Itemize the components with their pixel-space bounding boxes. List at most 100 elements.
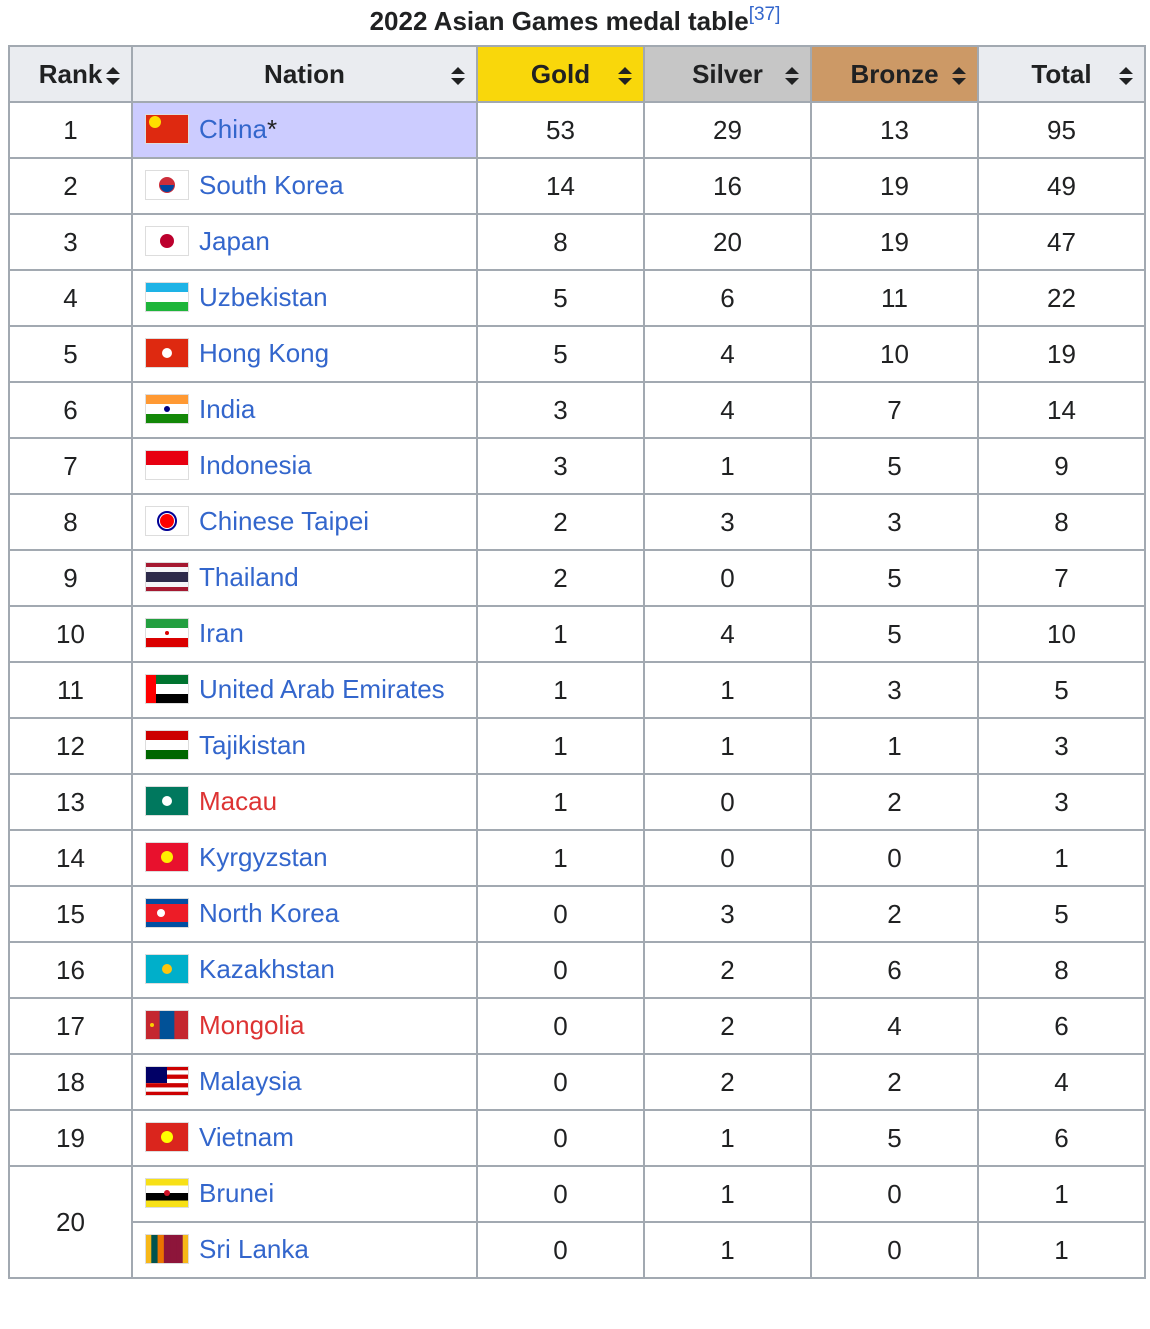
nation-link[interactable]: Tajikistan [199,729,306,760]
silver-cell: 3 [643,885,812,943]
total-cell: 3 [977,773,1146,831]
silver-cell: 1 [643,717,812,775]
header-label: Gold [530,58,591,89]
total-cell: 47 [977,213,1146,271]
column-header[interactable]: Rank [8,45,133,103]
total-cell: 22 [977,269,1146,327]
bronze-cell: 5 [810,1109,979,1167]
nation-cell: Kazakhstan [131,941,478,999]
nation-cell: Thailand [131,549,478,607]
table-row: 2 South Korea 14 16 19 49 [8,157,1146,215]
gold-cell: 0 [476,1165,645,1223]
nation-cell: Sri Lanka [131,1221,478,1279]
nation-link[interactable]: Indonesia [199,449,312,480]
flag-icon [145,450,189,481]
flag-icon [145,506,189,537]
silver-cell: 1 [643,437,812,495]
column-header[interactable]: Silver [643,45,812,103]
nation-link[interactable]: Mongolia [199,1009,305,1040]
gold-cell: 1 [476,605,645,663]
sort-icon[interactable] [784,66,800,86]
nation-link[interactable]: Sri Lanka [199,1233,309,1264]
nation-link[interactable]: Japan [199,225,270,256]
nation-cell: China* [131,101,478,159]
nation-cell: Iran [131,605,478,663]
total-cell: 6 [977,1109,1146,1167]
nation-link[interactable]: Macau [199,785,278,816]
nation-link[interactable]: Iran [199,617,244,648]
nation-link[interactable]: Chinese Taipei [199,505,370,536]
total-cell: 3 [977,717,1146,775]
bronze-cell: 0 [810,1165,979,1223]
table-row: 20 Brunei 0 1 0 1 [8,1165,1146,1279]
citation[interactable]: [37] [748,4,781,25]
header-label: Bronze [850,58,939,89]
table-row: 16 Kazakhstan 0 2 6 8 [8,941,1146,999]
sort-icon[interactable] [1118,66,1134,86]
table-row: 5 Hong Kong 5 4 10 19 [8,325,1146,383]
rank-cell: 6 [8,381,133,439]
rank-cell: 18 [8,1053,133,1111]
header-row: Rank Nation Gold Silver Bronze Total [8,45,1146,103]
rank-cell: 8 [8,493,133,551]
nation-link[interactable]: United Arab Emirates [199,673,445,704]
nation-link[interactable]: Vietnam [199,1121,294,1152]
gold-cell: 2 [476,493,645,551]
nation-link[interactable]: Malaysia [199,1065,302,1096]
sort-icon[interactable] [450,66,466,86]
table-row: 7 Indonesia 3 1 5 9 [8,437,1146,495]
nation-link[interactable]: India [199,393,256,424]
nation-link[interactable]: Thailand [199,561,299,592]
header-label: Total [1031,58,1092,89]
nation-link[interactable]: South Korea [199,169,344,200]
nation-link[interactable]: Kyrgyzstan [199,841,328,872]
rank-cell: 5 [8,325,133,383]
nation-cell: Indonesia [131,437,478,495]
column-header[interactable]: Nation [131,45,478,103]
column-header[interactable]: Bronze [810,45,979,103]
bronze-cell: 5 [810,549,979,607]
rank-cell: 1 [8,101,133,159]
total-cell: 5 [977,661,1146,719]
sort-icon[interactable] [617,66,633,86]
rank-cell: 12 [8,717,133,775]
nation-link[interactable]: Brunei [199,1177,275,1208]
title-text: 2022 Asian Games medal table [369,6,749,36]
nation-cell: Vietnam [131,1109,478,1167]
flag-icon [145,618,189,649]
nation-link[interactable]: China [199,113,267,144]
column-header[interactable]: Gold [476,45,645,103]
silver-cell: 0 [643,773,812,831]
nation-cell: North Korea [131,885,478,943]
nation-cell: United Arab Emirates [131,661,478,719]
nation-link[interactable]: North Korea [199,897,340,928]
rank-cell: 19 [8,1109,133,1167]
table-row: 1 China* 53 29 13 95 [8,101,1146,159]
flag-icon [145,898,189,929]
sort-icon[interactable] [105,66,121,86]
silver-cell: 29 [643,101,812,159]
flag-icon [145,730,189,761]
nation-cell: Tajikistan [131,717,478,775]
sort-icon[interactable] [951,66,967,86]
total-cell: 10 [977,605,1146,663]
nation-cell: India [131,381,478,439]
nation-link[interactable]: Uzbekistan [199,281,328,312]
total-cell: 8 [977,941,1146,999]
silver-cell: 1 [643,661,812,719]
flag-icon [145,842,189,873]
rank-cell: 10 [8,605,133,663]
silver-cell: 6 [643,269,812,327]
flag-icon [145,786,189,817]
gold-cell: 1 [476,717,645,775]
flag-icon [145,1178,189,1209]
nation-link[interactable]: Kazakhstan [199,953,335,984]
nation-cell: Hong Kong [131,325,478,383]
silver-cell: 1 [643,1165,812,1223]
column-header[interactable]: Total [977,45,1146,103]
host-note: * [266,113,278,144]
rank-cell: 3 [8,213,133,271]
flag-icon [145,1010,190,1041]
nation-link[interactable]: Hong Kong [199,337,330,368]
total-cell: 1 [977,829,1146,887]
